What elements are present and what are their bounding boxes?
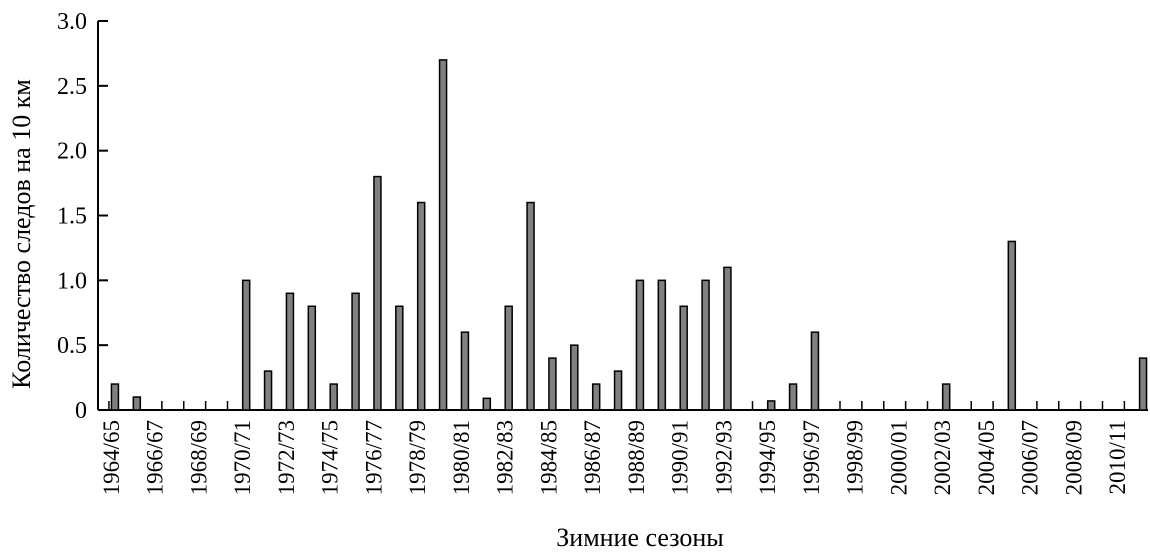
x-tick-label: 2008/09 bbox=[1061, 420, 1086, 495]
y-tick-label: 3.0 bbox=[57, 9, 87, 35]
x-tick-label: 1986/87 bbox=[580, 420, 605, 495]
x-tick-label: 1978/79 bbox=[405, 420, 430, 495]
x-tick-label: 1998/99 bbox=[843, 420, 868, 495]
x-tick-label: 1982/83 bbox=[493, 420, 518, 495]
bar bbox=[657, 279, 667, 411]
bar bbox=[416, 201, 426, 411]
bar bbox=[460, 331, 470, 411]
x-tick-label: 1992/93 bbox=[711, 420, 736, 495]
bar bbox=[395, 305, 404, 411]
bar bbox=[373, 175, 382, 411]
bar bbox=[307, 305, 317, 411]
bar bbox=[241, 279, 251, 411]
bar bbox=[679, 305, 688, 411]
x-tick-label: 2010/11 bbox=[1105, 420, 1130, 495]
bar bbox=[941, 383, 951, 411]
x-tick-label: 1980/81 bbox=[449, 420, 474, 495]
bar bbox=[110, 383, 120, 411]
bar bbox=[788, 383, 798, 411]
y-tick-label: 0 bbox=[75, 398, 87, 424]
x-tick-label: 1996/97 bbox=[799, 420, 824, 495]
x-tick-label: 2006/07 bbox=[1018, 420, 1043, 495]
x-tick-label: 1994/95 bbox=[755, 420, 780, 495]
bar bbox=[329, 383, 338, 411]
x-tick-label: 2000/01 bbox=[886, 420, 911, 495]
bar bbox=[132, 396, 142, 411]
bar bbox=[263, 370, 273, 411]
x-tick-label: 1984/85 bbox=[536, 420, 561, 495]
bar bbox=[810, 331, 820, 411]
bar bbox=[1138, 357, 1148, 411]
bar bbox=[723, 266, 732, 411]
x-tick-label: 1976/77 bbox=[361, 420, 386, 495]
y-tick-label: 1.5 bbox=[57, 204, 87, 230]
x-tick-label: 1966/67 bbox=[143, 420, 168, 495]
x-tick-label: 1974/75 bbox=[318, 420, 343, 495]
x-tick-label: 2002/03 bbox=[930, 420, 955, 495]
x-tick-label: 1968/69 bbox=[186, 420, 211, 495]
bar bbox=[438, 59, 448, 411]
y-axis: 0 0.5 1.0 1.5 2.0 2.5 3.0 bbox=[57, 9, 108, 424]
bar bbox=[504, 305, 513, 411]
x-axis: 1964/65 1966/67 1968/69 1970/71 1972/73 1974/… bbox=[98, 401, 1148, 495]
bar bbox=[482, 397, 492, 411]
bar bbox=[591, 383, 601, 411]
x-axis-label: Зимние сезоны bbox=[556, 523, 723, 552]
bar bbox=[526, 201, 535, 411]
x-tick-label: 2004/05 bbox=[974, 420, 999, 495]
bar bbox=[570, 344, 579, 411]
y-axis-label: Количество следов на 10 км bbox=[7, 79, 36, 389]
y-tick-label: 1.0 bbox=[57, 268, 87, 294]
x-tick-label: 1990/91 bbox=[668, 420, 693, 495]
x-tick-label: 1964/65 bbox=[99, 420, 124, 495]
y-tick-label: 2.0 bbox=[57, 139, 87, 165]
bar bbox=[548, 357, 557, 411]
bar bbox=[635, 279, 645, 411]
x-tick-label: 1988/89 bbox=[624, 420, 649, 495]
bar bbox=[285, 292, 295, 411]
bar bbox=[613, 370, 623, 411]
bar bbox=[1007, 240, 1017, 411]
bar bbox=[766, 400, 776, 411]
bar bbox=[701, 279, 710, 411]
x-tick-label: 1970/71 bbox=[230, 420, 255, 495]
y-tick-label: 0.5 bbox=[57, 333, 87, 359]
bar bbox=[351, 292, 360, 411]
bars-group bbox=[110, 59, 1148, 411]
x-tick-label: 1972/73 bbox=[274, 420, 299, 495]
y-tick-label: 2.5 bbox=[57, 74, 87, 100]
